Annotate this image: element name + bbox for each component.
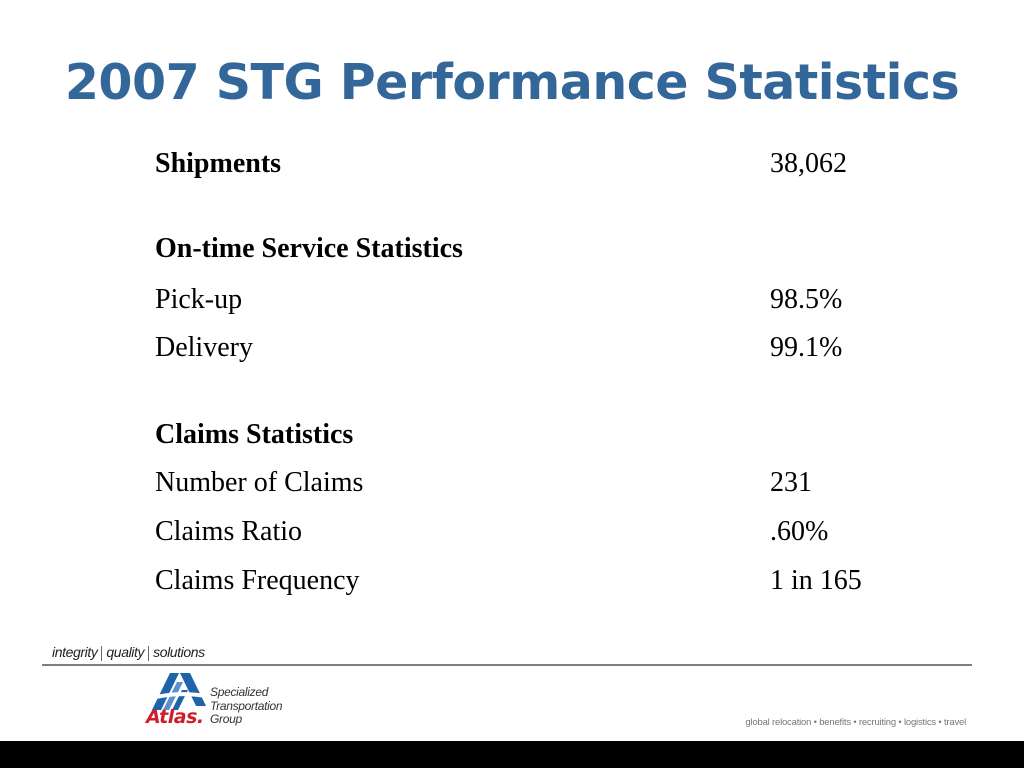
tagline-word: quality <box>106 644 145 660</box>
atlas-wordmark: Atlas. <box>146 706 204 728</box>
logo-subtitle-line: Group <box>210 712 242 726</box>
slide-title: 2007 STG Performance Statistics <box>64 54 960 111</box>
stat-value: 38,062 <box>770 148 847 179</box>
stat-value: .60% <box>770 516 829 547</box>
stat-value: 231 <box>770 467 812 498</box>
stat-row-number-of-claims: Number of Claims 231 <box>155 463 915 503</box>
tagline-divider <box>148 646 150 661</box>
stat-row-claims-ratio: Claims Ratio .60% <box>155 512 915 552</box>
stat-label: Claims Ratio <box>155 516 302 547</box>
logo-subtitle-line: Specialized <box>210 685 269 699</box>
section-heading-ontime: On-time Service Statistics <box>155 229 915 269</box>
stat-value: 1 in 165 <box>770 565 862 596</box>
section-heading-claims: Claims Statistics <box>155 415 915 455</box>
footer-services: global relocation • benefits • recruitin… <box>745 717 966 728</box>
logo-subtitle: Specialized Transportation Group <box>210 685 283 727</box>
footer-tagline: integrity quality solutions <box>52 642 205 662</box>
stat-value: 99.1% <box>770 332 843 363</box>
atlas-stg-logo: Atlas. Specialized Transportation Group <box>146 670 296 732</box>
stat-row-pickup: Pick-up 98.5% <box>155 280 915 320</box>
section-heading: On-time Service Statistics <box>155 233 463 264</box>
stat-row-delivery: Delivery 99.1% <box>155 328 915 368</box>
footer-divider <box>42 664 972 666</box>
stat-label: Number of Claims <box>155 467 364 498</box>
stat-row-shipments: Shipments 38,062 <box>155 144 915 184</box>
logo-subtitle-line: Transportation <box>210 698 283 713</box>
stat-value: 98.5% <box>770 284 843 315</box>
section-heading: Claims Statistics <box>155 419 354 450</box>
stat-label: Claims Frequency <box>155 565 360 596</box>
bottom-bar <box>0 741 1024 768</box>
stat-label: Shipments <box>155 148 282 179</box>
stat-label: Delivery <box>155 332 253 363</box>
atlas-logo-mark-icon <box>148 673 206 710</box>
stat-row-claims-frequency: Claims Frequency 1 in 165 <box>155 561 915 601</box>
stat-label: Pick-up <box>155 284 243 315</box>
tagline-word: integrity <box>52 644 98 660</box>
tagline-word: solutions <box>153 644 205 660</box>
tagline-divider <box>101 646 103 661</box>
